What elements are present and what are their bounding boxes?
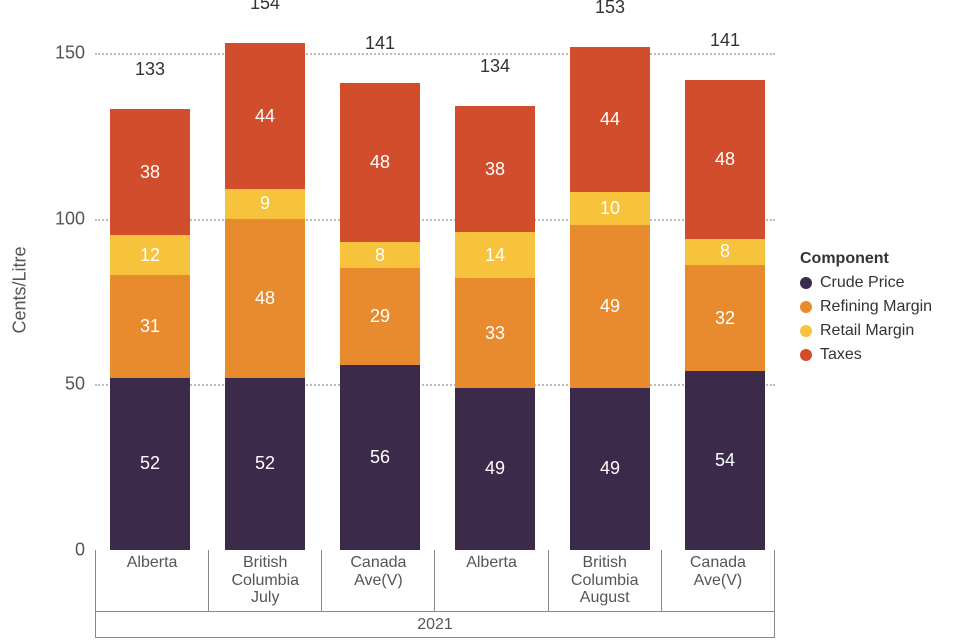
legend-swatch — [800, 325, 812, 337]
legend-swatch — [800, 301, 812, 313]
bar-total-label: 154 — [225, 0, 305, 18]
bar-segment-refining: 48 — [225, 219, 305, 378]
x-tick-region: BritishColumbiaAugust — [548, 550, 661, 611]
y-tick-label: 150 — [25, 43, 85, 64]
legend-item: Retail Margin — [800, 322, 932, 340]
bar: 5248944 — [225, 43, 305, 550]
gridline — [95, 219, 775, 221]
x-tick-region: BritishColumbiaJuly — [209, 550, 322, 611]
bar-segment-crude: 56 — [340, 365, 420, 551]
bar-segment-crude: 49 — [455, 388, 535, 550]
bar-segment-taxes: 38 — [455, 106, 535, 232]
bar-segment-taxes: 38 — [110, 109, 190, 235]
legend-label: Taxes — [820, 346, 862, 364]
bar-segment-crude: 52 — [225, 378, 305, 550]
plot: 5231123813352489441545629848141493314381… — [95, 20, 775, 550]
bar: 5432848 — [685, 80, 765, 550]
bar-segment-retail: 8 — [340, 242, 420, 269]
legend-item: Crude Price — [800, 274, 932, 292]
x-tick-region: CanadaAve(V) — [322, 550, 435, 611]
x-tick-region: Alberta — [435, 550, 548, 611]
bar-segment-retail: 8 — [685, 239, 765, 266]
legend-item: Refining Margin — [800, 298, 932, 316]
x-tick-year: 2021 — [96, 611, 775, 638]
bar-segment-refining: 32 — [685, 265, 765, 371]
bar: 49331438 — [455, 106, 535, 550]
bar-segment-taxes: 48 — [340, 83, 420, 242]
x-tick-region: Alberta — [96, 550, 209, 611]
bar-segment-retail: 12 — [110, 235, 190, 275]
bar-segment-crude: 54 — [685, 371, 765, 550]
gridline — [95, 384, 775, 386]
bar-total-label: 141 — [340, 33, 420, 58]
bar-segment-taxes: 48 — [685, 80, 765, 239]
legend-swatch — [800, 277, 812, 289]
legend-title: Component — [800, 250, 932, 268]
bar-total-label: 134 — [455, 56, 535, 81]
legend-label: Crude Price — [820, 274, 904, 292]
y-tick-label: 100 — [25, 208, 85, 229]
x-axis-hierarchy: AlbertaBritishColumbiaJulyCanadaAve(V)Al… — [95, 550, 775, 638]
bar-segment-refining: 33 — [455, 278, 535, 387]
bar-segment-refining: 31 — [110, 275, 190, 378]
bar-total-label: 133 — [110, 59, 190, 84]
y-tick-label: 0 — [25, 540, 85, 561]
bar-segment-refining: 49 — [570, 225, 650, 387]
gridline — [95, 53, 775, 55]
bar-total-label: 153 — [570, 0, 650, 22]
bar-segment-retail: 9 — [225, 189, 305, 219]
bar-segment-taxes: 44 — [570, 47, 650, 193]
bar-segment-retail: 10 — [570, 192, 650, 225]
y-axis-label: Cents/Litre — [10, 246, 31, 333]
bar-segment-taxes: 44 — [225, 43, 305, 189]
bar-total-label: 141 — [685, 30, 765, 55]
bar-segment-refining: 29 — [340, 268, 420, 364]
bar: 52311238 — [110, 109, 190, 550]
bar-segment-retail: 14 — [455, 232, 535, 278]
bar: 5629848 — [340, 83, 420, 550]
bar: 49491044 — [570, 47, 650, 551]
legend: Component Crude Price Refining Margin Reta… — [800, 250, 932, 370]
chart-plot-area: 5231123813352489441545629848141493314381… — [95, 20, 775, 550]
x-tick-region: CanadaAve(V) — [661, 550, 774, 611]
legend-label: Retail Margin — [820, 322, 914, 340]
legend-item: Taxes — [800, 346, 932, 364]
legend-label: Refining Margin — [820, 298, 932, 316]
bar-segment-crude: 52 — [110, 378, 190, 550]
legend-swatch — [800, 349, 812, 361]
bar-segment-crude: 49 — [570, 388, 650, 550]
y-tick-label: 50 — [25, 374, 85, 395]
